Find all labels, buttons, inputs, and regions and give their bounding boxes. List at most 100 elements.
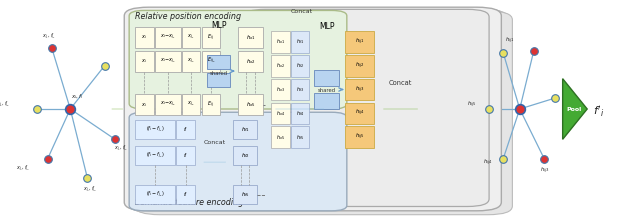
Text: shared: shared bbox=[317, 88, 335, 93]
Bar bbox=[207, 73, 230, 87]
Text: $h_{x3}$: $h_{x3}$ bbox=[276, 85, 285, 94]
Text: $h_{x4}$: $h_{x4}$ bbox=[276, 109, 285, 118]
Text: $h_{ij3}$: $h_{ij3}$ bbox=[540, 166, 549, 176]
Bar bbox=[238, 51, 263, 72]
Text: $h_{f1}$: $h_{f1}$ bbox=[296, 37, 304, 46]
Bar bbox=[345, 55, 374, 77]
Text: $x_{j_1}, f_{j_1}$: $x_{j_1}, f_{j_1}$ bbox=[42, 31, 56, 42]
Text: $h_{x5}$: $h_{x5}$ bbox=[246, 100, 255, 109]
Text: $h_{f2}$: $h_{f2}$ bbox=[241, 151, 250, 160]
Text: $f_i$: $f_i$ bbox=[183, 125, 188, 134]
Text: $f'_i$: $f'_i$ bbox=[593, 104, 604, 119]
Text: Concat: Concat bbox=[204, 140, 226, 145]
FancyBboxPatch shape bbox=[124, 7, 501, 211]
Text: $h_{x5}$: $h_{x5}$ bbox=[276, 133, 285, 142]
Bar bbox=[202, 94, 220, 116]
Bar bbox=[233, 185, 257, 204]
Bar bbox=[182, 27, 200, 48]
Text: $h_{f4}$: $h_{f4}$ bbox=[296, 109, 305, 118]
Text: $E_{ij}$: $E_{ij}$ bbox=[207, 100, 214, 110]
Text: $h_{x2}$: $h_{x2}$ bbox=[246, 57, 255, 66]
Bar bbox=[155, 51, 180, 72]
Text: $x_{j_5}, f_{j_5}$: $x_{j_5}, f_{j_5}$ bbox=[0, 100, 10, 110]
FancyBboxPatch shape bbox=[251, 12, 497, 209]
Bar bbox=[271, 79, 290, 100]
Bar bbox=[271, 55, 290, 77]
Bar bbox=[202, 27, 220, 48]
Text: $(f_i - f_{j_5})$: $(f_i - f_{j_5})$ bbox=[146, 189, 164, 200]
FancyBboxPatch shape bbox=[128, 9, 505, 212]
Text: $h_{ij4}$: $h_{ij4}$ bbox=[483, 158, 493, 168]
Bar bbox=[135, 185, 175, 204]
Bar bbox=[155, 27, 180, 48]
Text: $x_i, f_i$: $x_i, f_i$ bbox=[72, 93, 84, 102]
Bar bbox=[135, 51, 154, 72]
Bar bbox=[202, 51, 220, 72]
Text: $h_{ij1}$: $h_{ij1}$ bbox=[355, 37, 364, 47]
Text: $x_i\!-\!x_{j_2}$: $x_i\!-\!x_{j_2}$ bbox=[160, 57, 176, 66]
Text: $h_{f3}$: $h_{f3}$ bbox=[296, 85, 304, 94]
FancyBboxPatch shape bbox=[255, 13, 500, 210]
Text: $h_{f1}$: $h_{f1}$ bbox=[241, 125, 250, 134]
Bar bbox=[233, 120, 257, 139]
Text: Semantic feature encoding: Semantic feature encoding bbox=[135, 198, 244, 207]
Text: $x_i$: $x_i$ bbox=[141, 101, 147, 109]
FancyBboxPatch shape bbox=[129, 112, 347, 211]
FancyBboxPatch shape bbox=[129, 10, 347, 109]
Bar bbox=[135, 146, 175, 165]
Text: Concat: Concat bbox=[388, 80, 412, 86]
FancyBboxPatch shape bbox=[248, 11, 493, 208]
Text: $h_{f2}$: $h_{f2}$ bbox=[296, 61, 304, 70]
Text: $h_{f5}$: $h_{f5}$ bbox=[241, 190, 250, 199]
Text: $x_i$: $x_i$ bbox=[141, 57, 147, 65]
Text: MLP: MLP bbox=[211, 21, 227, 30]
Text: MLP: MLP bbox=[319, 22, 334, 31]
Bar bbox=[291, 31, 309, 53]
Text: $h_{x1}$: $h_{x1}$ bbox=[276, 37, 285, 46]
Polygon shape bbox=[563, 79, 587, 139]
Text: $h_{ij2}$: $h_{ij2}$ bbox=[355, 61, 364, 71]
Bar bbox=[271, 31, 290, 53]
Bar bbox=[135, 120, 175, 139]
Bar bbox=[135, 94, 154, 116]
Text: $f_i$: $f_i$ bbox=[183, 151, 188, 160]
Text: $E_{ij_2}$: $E_{ij_2}$ bbox=[207, 56, 215, 66]
Text: $x_{j_4}, f_{j_4}$: $x_{j_4}, f_{j_4}$ bbox=[16, 164, 30, 174]
Bar bbox=[177, 185, 195, 204]
FancyBboxPatch shape bbox=[135, 11, 513, 215]
Text: shared: shared bbox=[210, 71, 228, 76]
Text: Concat: Concat bbox=[291, 9, 313, 14]
Bar bbox=[345, 126, 374, 148]
Bar bbox=[207, 55, 230, 69]
Bar bbox=[135, 27, 154, 48]
Text: $h_{ij5}$: $h_{ij5}$ bbox=[467, 100, 477, 110]
Bar bbox=[238, 27, 263, 48]
Text: $h_{x1}$: $h_{x1}$ bbox=[246, 33, 255, 42]
Bar bbox=[271, 102, 290, 124]
Text: $h_{ij4}$: $h_{ij4}$ bbox=[355, 108, 364, 118]
Bar bbox=[238, 94, 263, 116]
Text: $x_i$: $x_i$ bbox=[141, 34, 147, 41]
Bar bbox=[182, 51, 200, 72]
Text: $x_i\!-\!x_{j_1}$: $x_i\!-\!x_{j_1}$ bbox=[160, 33, 176, 42]
Bar bbox=[291, 126, 309, 148]
Bar bbox=[233, 146, 257, 165]
Bar bbox=[314, 93, 339, 109]
Text: $h_{x2}$: $h_{x2}$ bbox=[276, 61, 285, 70]
Bar bbox=[291, 79, 309, 100]
Text: $f_i$: $f_i$ bbox=[183, 190, 188, 199]
FancyBboxPatch shape bbox=[244, 9, 489, 206]
Bar bbox=[345, 79, 374, 100]
Text: $(f_i - f_{j_2})$: $(f_i - f_{j_2})$ bbox=[146, 150, 164, 161]
Text: $x_{j_3}, f_{j_3}$: $x_{j_3}, f_{j_3}$ bbox=[83, 185, 98, 195]
Bar bbox=[177, 120, 195, 139]
Text: Pool: Pool bbox=[566, 107, 581, 111]
Bar bbox=[345, 31, 374, 53]
Text: $x_{j_1}$: $x_{j_1}$ bbox=[188, 33, 195, 42]
Text: $x_{j_5}$: $x_{j_5}$ bbox=[188, 100, 195, 109]
Text: $x_{j_2}$: $x_{j_2}$ bbox=[188, 57, 195, 66]
Text: $h_{ij5}$: $h_{ij5}$ bbox=[355, 132, 364, 142]
Bar bbox=[345, 102, 374, 124]
Text: $E_{ij}$: $E_{ij}$ bbox=[207, 32, 214, 43]
Bar bbox=[177, 146, 195, 165]
